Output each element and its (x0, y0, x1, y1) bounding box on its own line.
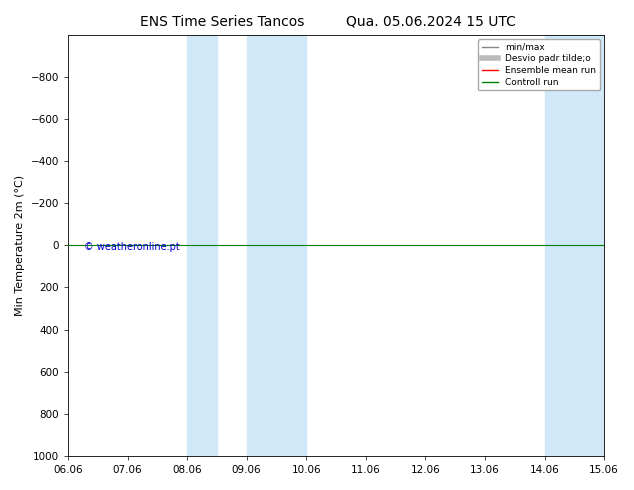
Bar (187, 35, 217, 456)
Text: © weatheronline.pt: © weatheronline.pt (84, 243, 180, 252)
Legend: min/max, Desvio padr tilde;o, Ensemble mean run, Controll run: min/max, Desvio padr tilde;o, Ensemble m… (478, 39, 600, 91)
Bar (545, 35, 604, 456)
Y-axis label: Min Temperature 2m (°C): Min Temperature 2m (°C) (15, 175, 25, 316)
Bar (247, 35, 306, 456)
Text: ENS Time Series Tancos: ENS Time Series Tancos (139, 15, 304, 29)
Text: Qua. 05.06.2024 15 UTC: Qua. 05.06.2024 15 UTC (346, 15, 516, 29)
